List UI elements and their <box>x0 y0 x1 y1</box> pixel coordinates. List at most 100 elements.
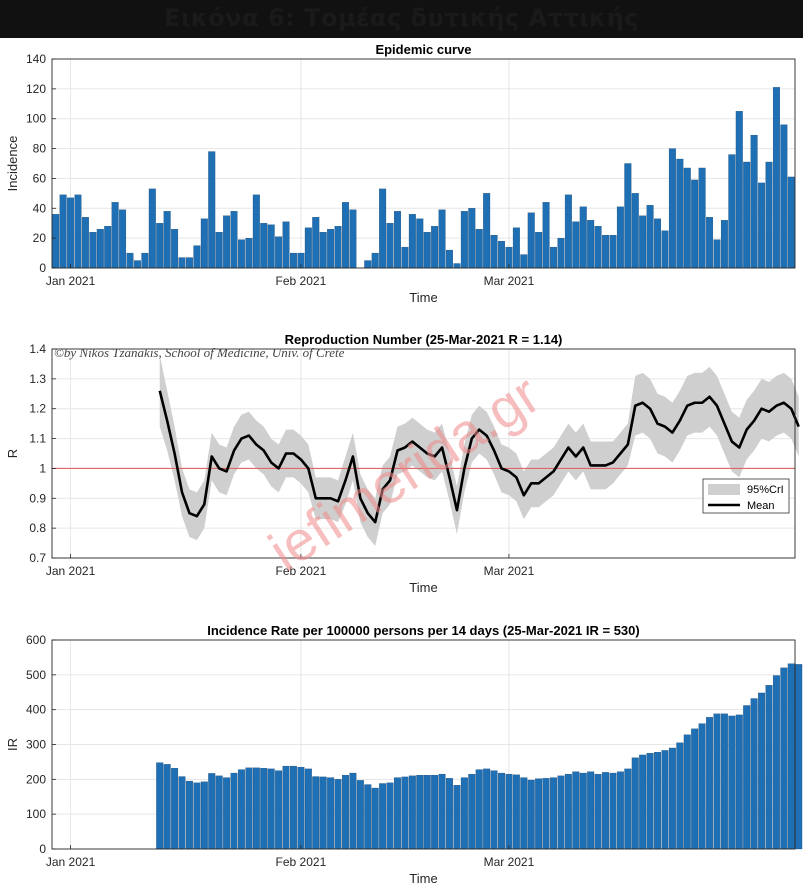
panel3-bar <box>401 776 409 850</box>
panel3-bar <box>780 667 788 850</box>
panel1-bar <box>193 245 201 269</box>
panel3-bar <box>200 781 208 850</box>
panel3-bar <box>654 752 662 850</box>
panel3-bar <box>587 771 595 850</box>
panel3-bar <box>713 713 721 850</box>
panel1-bar <box>111 202 119 269</box>
panel3-bar <box>230 772 238 850</box>
panel3-bar <box>386 782 394 850</box>
panel3-bar <box>223 777 231 850</box>
panel3-bar <box>683 734 691 850</box>
panel3-ytick-label: 200 <box>26 772 46 786</box>
panel3-xtick-label: Jan 2021 <box>46 855 96 869</box>
panel3-bar <box>698 723 706 850</box>
panel3-bar <box>750 698 758 850</box>
panel3-bar <box>572 771 580 850</box>
panel3-bar <box>743 705 751 850</box>
panel1-bar <box>252 194 260 269</box>
panel1-bar <box>96 229 104 269</box>
panel1-bar <box>119 209 127 269</box>
panel1-bar <box>334 226 342 269</box>
panel1-bar <box>364 260 372 269</box>
panel1-bar <box>349 209 357 269</box>
panel1-ytick-label: 20 <box>33 231 47 245</box>
panel2-xtick-label: Feb 2021 <box>276 564 327 578</box>
panel1-bar <box>312 217 320 269</box>
panel1-bar <box>342 202 349 269</box>
panel3-bar <box>527 779 535 850</box>
panel3-bar <box>668 747 676 850</box>
panel3-bar <box>171 768 179 850</box>
panel3-bar <box>550 777 557 850</box>
panel1-bar <box>639 215 647 269</box>
panel2-axes-box <box>51 348 796 559</box>
panel3-bar <box>185 780 193 850</box>
panel1-bar <box>706 217 714 269</box>
panel3-bar <box>787 663 795 850</box>
panel3-ytick-label: 400 <box>26 703 46 717</box>
panel1-bar <box>67 197 75 269</box>
panel1-bar <box>520 254 528 269</box>
panel1-bar <box>624 163 632 269</box>
panel3-bar <box>512 774 520 850</box>
panel3-bar <box>468 773 476 850</box>
panel1-bar <box>275 236 283 269</box>
panel3-ytick-label: 600 <box>26 633 46 647</box>
panel3-bar <box>297 766 305 850</box>
panel3-bar <box>453 785 461 850</box>
panel2-ytick-label: 0.9 <box>29 491 46 505</box>
panel2-legend-label-band: 95%CrI <box>747 484 784 496</box>
panel2-ytick-label: 1.4 <box>29 342 46 356</box>
panel1-bar <box>446 249 453 269</box>
panel2-legend-band-swatch <box>708 484 740 495</box>
panel1-bar <box>386 223 394 269</box>
panel3-bar <box>163 764 171 850</box>
panel3-bar <box>483 768 491 850</box>
panel3-bar <box>661 750 669 850</box>
panel1-bar <box>230 211 238 269</box>
panel1-bar <box>713 239 721 269</box>
panel1-bar <box>267 224 275 269</box>
panel3-bar <box>371 787 379 850</box>
panel2-ytick-label: 1 <box>39 461 46 475</box>
panel1-xtick-label: Jan 2021 <box>46 274 96 288</box>
panel3-bar <box>431 775 439 850</box>
panel1-axes-box <box>51 58 796 269</box>
panel1-bar <box>260 223 268 269</box>
panel1-xtick-label: Mar 2021 <box>484 274 535 288</box>
panel3-bar <box>446 778 453 850</box>
panel1-bar <box>89 232 97 269</box>
panel3-bar <box>735 714 743 850</box>
panel3-bar <box>327 777 335 850</box>
panel1-bar <box>609 235 617 269</box>
panel3-bar <box>594 773 602 850</box>
panel1-bar <box>178 257 186 269</box>
panel1-bar <box>200 218 208 269</box>
panel1-bar <box>542 202 550 269</box>
panel1-bar <box>646 205 654 269</box>
panel1-bar <box>133 260 141 269</box>
panel1-bar <box>683 167 691 269</box>
panel3-bar <box>535 778 543 850</box>
panel3-bar <box>616 771 624 850</box>
panel1-bar <box>453 263 461 269</box>
panel3-ytick-label: 300 <box>26 738 46 752</box>
panel1-bar <box>423 232 431 269</box>
panel3-bar <box>460 777 468 850</box>
panel3-bar <box>379 783 387 850</box>
panel1-bar <box>401 246 409 269</box>
figure-title-bar: Εικόνα 6: Τομέας δυτικής Αττικής <box>0 0 803 38</box>
panel1-bar <box>460 211 468 269</box>
panel3-bar <box>691 728 699 850</box>
panel1-bar <box>185 257 193 269</box>
panel1-bar <box>483 193 491 269</box>
panel3-bar <box>676 742 684 850</box>
panel1-bar <box>208 151 216 269</box>
panel3-bar <box>579 772 587 850</box>
panel3-bar <box>609 772 617 850</box>
panel3-bar <box>364 784 372 850</box>
panel3-ylabel: IR <box>5 738 20 751</box>
panel3-xtick-label: Mar 2021 <box>484 855 535 869</box>
panel3-bar <box>624 768 632 850</box>
